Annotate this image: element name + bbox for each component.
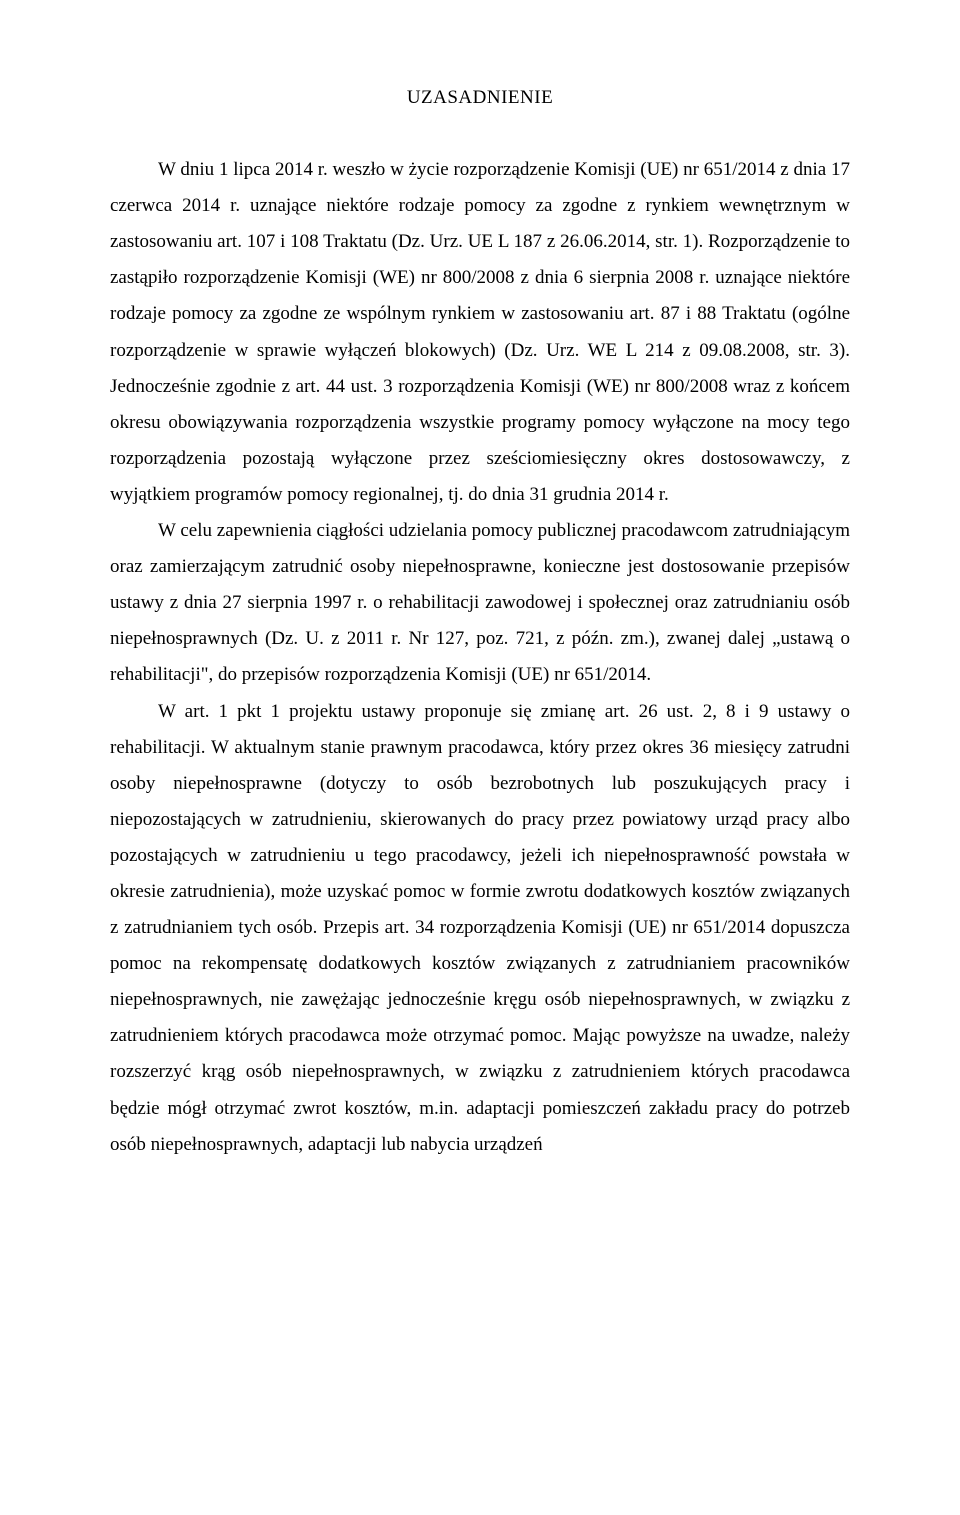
document-title: UZASADNIENIE [110, 80, 850, 116]
paragraph: W dniu 1 lipca 2014 r. weszło w życie ro… [110, 152, 850, 513]
paragraph: W celu zapewnienia ciągłości udzielania … [110, 513, 850, 693]
paragraph: W art. 1 pkt 1 projektu ustawy proponuje… [110, 694, 850, 1163]
document-page: UZASADNIENIE W dniu 1 lipca 2014 r. wesz… [0, 0, 960, 1515]
